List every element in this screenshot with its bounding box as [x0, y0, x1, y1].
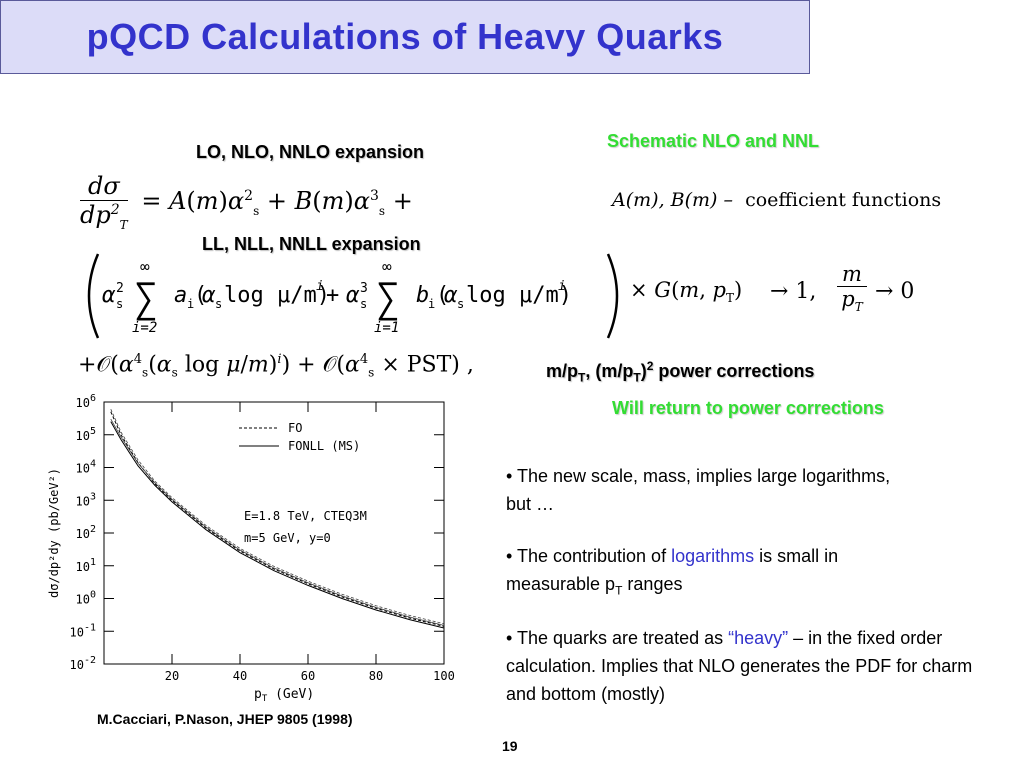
y-tick-label: 106	[76, 393, 96, 410]
power-corr-prefix: m/p	[546, 361, 579, 381]
bullet-dot: •	[506, 628, 517, 648]
svg-text:∞: ∞	[140, 257, 150, 276]
svg-text:i: i	[558, 279, 566, 294]
y-tick-label: 103	[76, 491, 96, 508]
schematic-label: Schematic NLO and NNL	[607, 131, 820, 151]
x-tick-label: 100	[433, 669, 455, 683]
legend-entry: FONLL (MS)	[288, 439, 360, 453]
eq1-num: dσ	[80, 172, 128, 201]
will-return-label: Will return to power corrections	[612, 398, 884, 418]
series-band-1	[110, 418, 445, 626]
bullet-2-highlight: logarithms	[671, 546, 755, 566]
y-tick-label: 10-2	[70, 655, 97, 672]
page-title: pQCD Calculations of Heavy Quarks	[86, 16, 724, 57]
svg-text:i=2: i=2	[132, 320, 157, 336]
limit-fraction: m pT	[837, 262, 867, 314]
coeff-terms: A(m), B(m) –	[612, 189, 733, 211]
bullet-1-text: The new scale, mass, implies large logar…	[506, 466, 891, 514]
svg-text:b: b	[416, 283, 429, 308]
svg-text:log μ/m): log μ/m)	[466, 283, 572, 308]
power-corr-suffix: power corrections	[658, 361, 815, 381]
ll-nll-label: LL, NLL, NNLL expansion	[202, 234, 421, 254]
power-corrections-label: m/pT, (m/pT)2 power corrections	[546, 359, 815, 385]
x-tick-label: 40	[233, 669, 247, 683]
chart: 106 105 104 103 102 101 100 10-1 10-2 20 40 60 80 100…	[47, 393, 455, 704]
x-tick-label: 80	[369, 669, 383, 683]
svg-text:i=1: i=1	[374, 320, 399, 336]
bullet-3: • The quarks are treated as “heavy” – in…	[506, 624, 996, 708]
eq1-den: dp	[80, 201, 111, 229]
limit-left: → 1,	[770, 279, 817, 304]
svg-text:α: α	[202, 283, 216, 308]
x-tick-label: 20	[165, 669, 179, 683]
svg-text:s: s	[457, 297, 464, 311]
bullet-3-text-a: The quarks are treated as	[516, 628, 729, 648]
legend-entry: FO	[288, 421, 302, 435]
y-axis-label: dσ/dp²dy (pb/GeV²)	[47, 468, 61, 598]
chart-annotation: E=1.8 TeV, CTEQ3M	[244, 509, 367, 523]
g-function: × G(m, pT)	[630, 278, 743, 306]
svg-text:3: 3	[360, 281, 368, 296]
svg-text:a: a	[174, 283, 187, 308]
bullet-1: • The new scale, mass, implies large log…	[506, 462, 896, 518]
bullet-3-text-b: – in the fixed order calculation. Implie…	[506, 628, 973, 704]
bullet-2: • The contribution of logarithms is smal…	[506, 542, 936, 605]
title-box: pQCD Calculations of Heavy Quarks	[0, 0, 810, 74]
bullet-2-text-c: ranges	[622, 574, 683, 594]
chart-annotation: m=5 GeV, y=0	[244, 531, 331, 545]
svg-text:α: α	[444, 283, 458, 308]
y-tick-label: 100	[76, 590, 96, 607]
y-tick-label: 10-1	[70, 622, 97, 639]
bullet-2-text-a: The contribution of	[516, 546, 672, 566]
y-tick-label: 104	[76, 459, 96, 476]
svg-text:α: α	[102, 283, 116, 308]
svg-text:log μ/m): log μ/m)	[224, 283, 330, 308]
svg-text:i: i	[428, 297, 435, 311]
svg-text:2: 2	[116, 281, 124, 296]
svg-text:s: s	[215, 297, 222, 311]
limit-right: → 0	[875, 279, 915, 304]
svg-text:s: s	[360, 297, 367, 311]
series-line-1	[110, 421, 445, 629]
svg-text:(: (	[436, 283, 449, 308]
svg-text:α: α	[346, 283, 360, 308]
coeff-text: coefficient functions	[745, 189, 942, 211]
y-tick-label: 101	[76, 557, 96, 574]
bullet-dot: •	[506, 466, 517, 486]
y-tick-label: 105	[76, 426, 96, 443]
equation-3: +𝒪(α4s(αs log μ/m)i) + 𝒪(α4s × PST) ,	[78, 352, 474, 380]
bullet-3-highlight: “heavy”	[728, 628, 789, 648]
frac-num: m	[837, 262, 867, 287]
svg-text:i: i	[187, 297, 194, 311]
bullet-2-sub: T	[615, 583, 623, 598]
svg-text:∑: ∑	[134, 276, 158, 322]
bullet-2-text-b: is small in measurable p	[506, 546, 839, 594]
series-band-0	[110, 409, 445, 625]
svg-text:s: s	[116, 297, 123, 311]
svg-text:∑: ∑	[376, 276, 400, 322]
svg-text:i: i	[316, 279, 324, 294]
svg-text:∞: ∞	[382, 257, 392, 276]
frac-den: p	[841, 287, 855, 311]
page-number: 19	[502, 738, 518, 754]
x-axis-label: pT (GeV)	[254, 687, 314, 704]
coefficient-line: A(m), B(m) – coefficient functions	[612, 189, 941, 211]
citation-caption: M.Cacciari, P.Nason, JHEP 9805 (1998)	[97, 711, 353, 727]
x-tick-label: 60	[301, 669, 315, 683]
svg-text:(: (	[194, 283, 207, 308]
svg-text:+: +	[326, 283, 339, 308]
equation-1: dσ dp2T = A(m)α2s + B(m)α3s +	[80, 172, 413, 232]
bullet-dot: •	[506, 546, 517, 566]
lo-nlo-label: LO, NLO, NNLO expansion	[196, 142, 425, 162]
y-tick-label: 102	[76, 524, 96, 541]
